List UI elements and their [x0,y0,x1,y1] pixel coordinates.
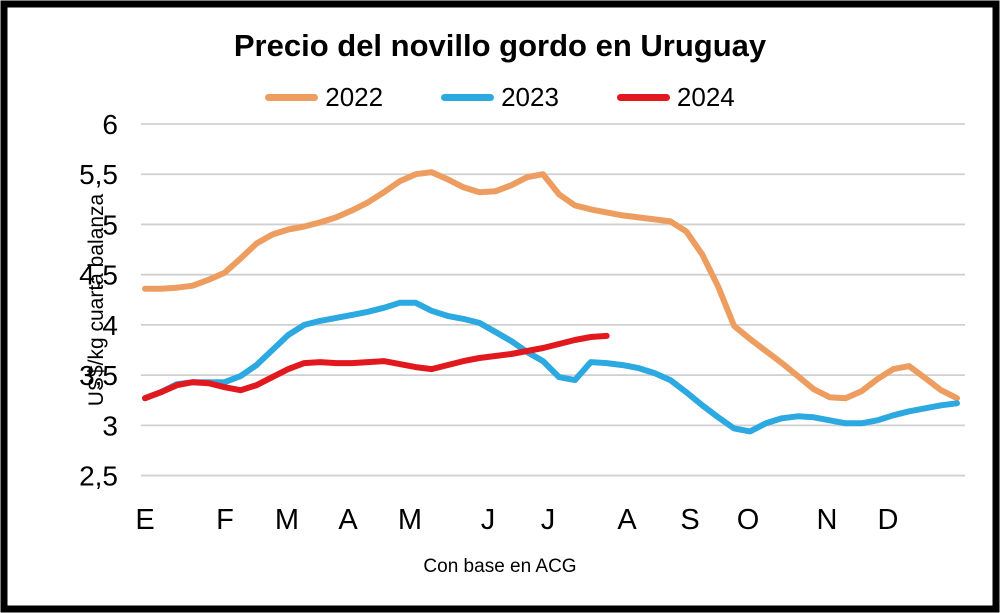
x-axis-month-label: M [398,504,422,536]
y-axis-tick-label: 4,5 [79,260,118,291]
legend-swatch-2022-icon [265,93,319,101]
x-axis-month-label: M [275,504,299,536]
y-axis-title: US$/kg cuarta balanza [85,193,108,407]
x-axis-month-label: S [680,504,699,536]
x-axis-month-label: A [617,504,637,536]
y-axis-tick-label: 4 [102,310,118,341]
legend-swatch-2023-icon [441,93,495,101]
series-line-2022 [142,169,960,402]
x-axis-month-label: E [135,504,154,536]
legend-label-2024: 2024 [676,82,735,112]
legend-label-2022: 2022 [325,82,384,112]
y-axis-tick-label: 2,5 [79,461,118,492]
x-axis-month-label: J [481,504,496,536]
x-axis-month-label: A [338,504,358,536]
x-axis-month-label: J [541,504,556,536]
y-axis-tick-label: 5 [102,209,118,240]
footer-note: Con base en ACG [423,556,577,577]
legend-item-2022: 2022 [265,84,383,110]
legend-label-2023: 2023 [501,82,559,112]
legend-swatch-2024-icon [616,93,670,101]
y-axis-tick-label: 3 [102,410,118,441]
legend-item-2023: 2023 [441,84,559,110]
x-axis-month-label: D [878,504,899,536]
y-axis-tick-label: 5,5 [79,159,118,190]
x-axis-month-label: F [216,504,234,536]
x-axis-month-label: O [737,504,760,536]
chart-title: Precio del novillo gordo en Uruguay [233,28,767,63]
series-line-2023 [142,299,960,435]
y-axis-tick-label: 3,5 [79,360,118,391]
legend-item-2024: 2024 [616,82,735,112]
x-axis-month-label: N [817,504,838,536]
series-line-2024 [142,332,610,402]
y-axis-tick-label: 6 [102,109,118,140]
legend: 2022 2023 2024 [0,84,1000,110]
